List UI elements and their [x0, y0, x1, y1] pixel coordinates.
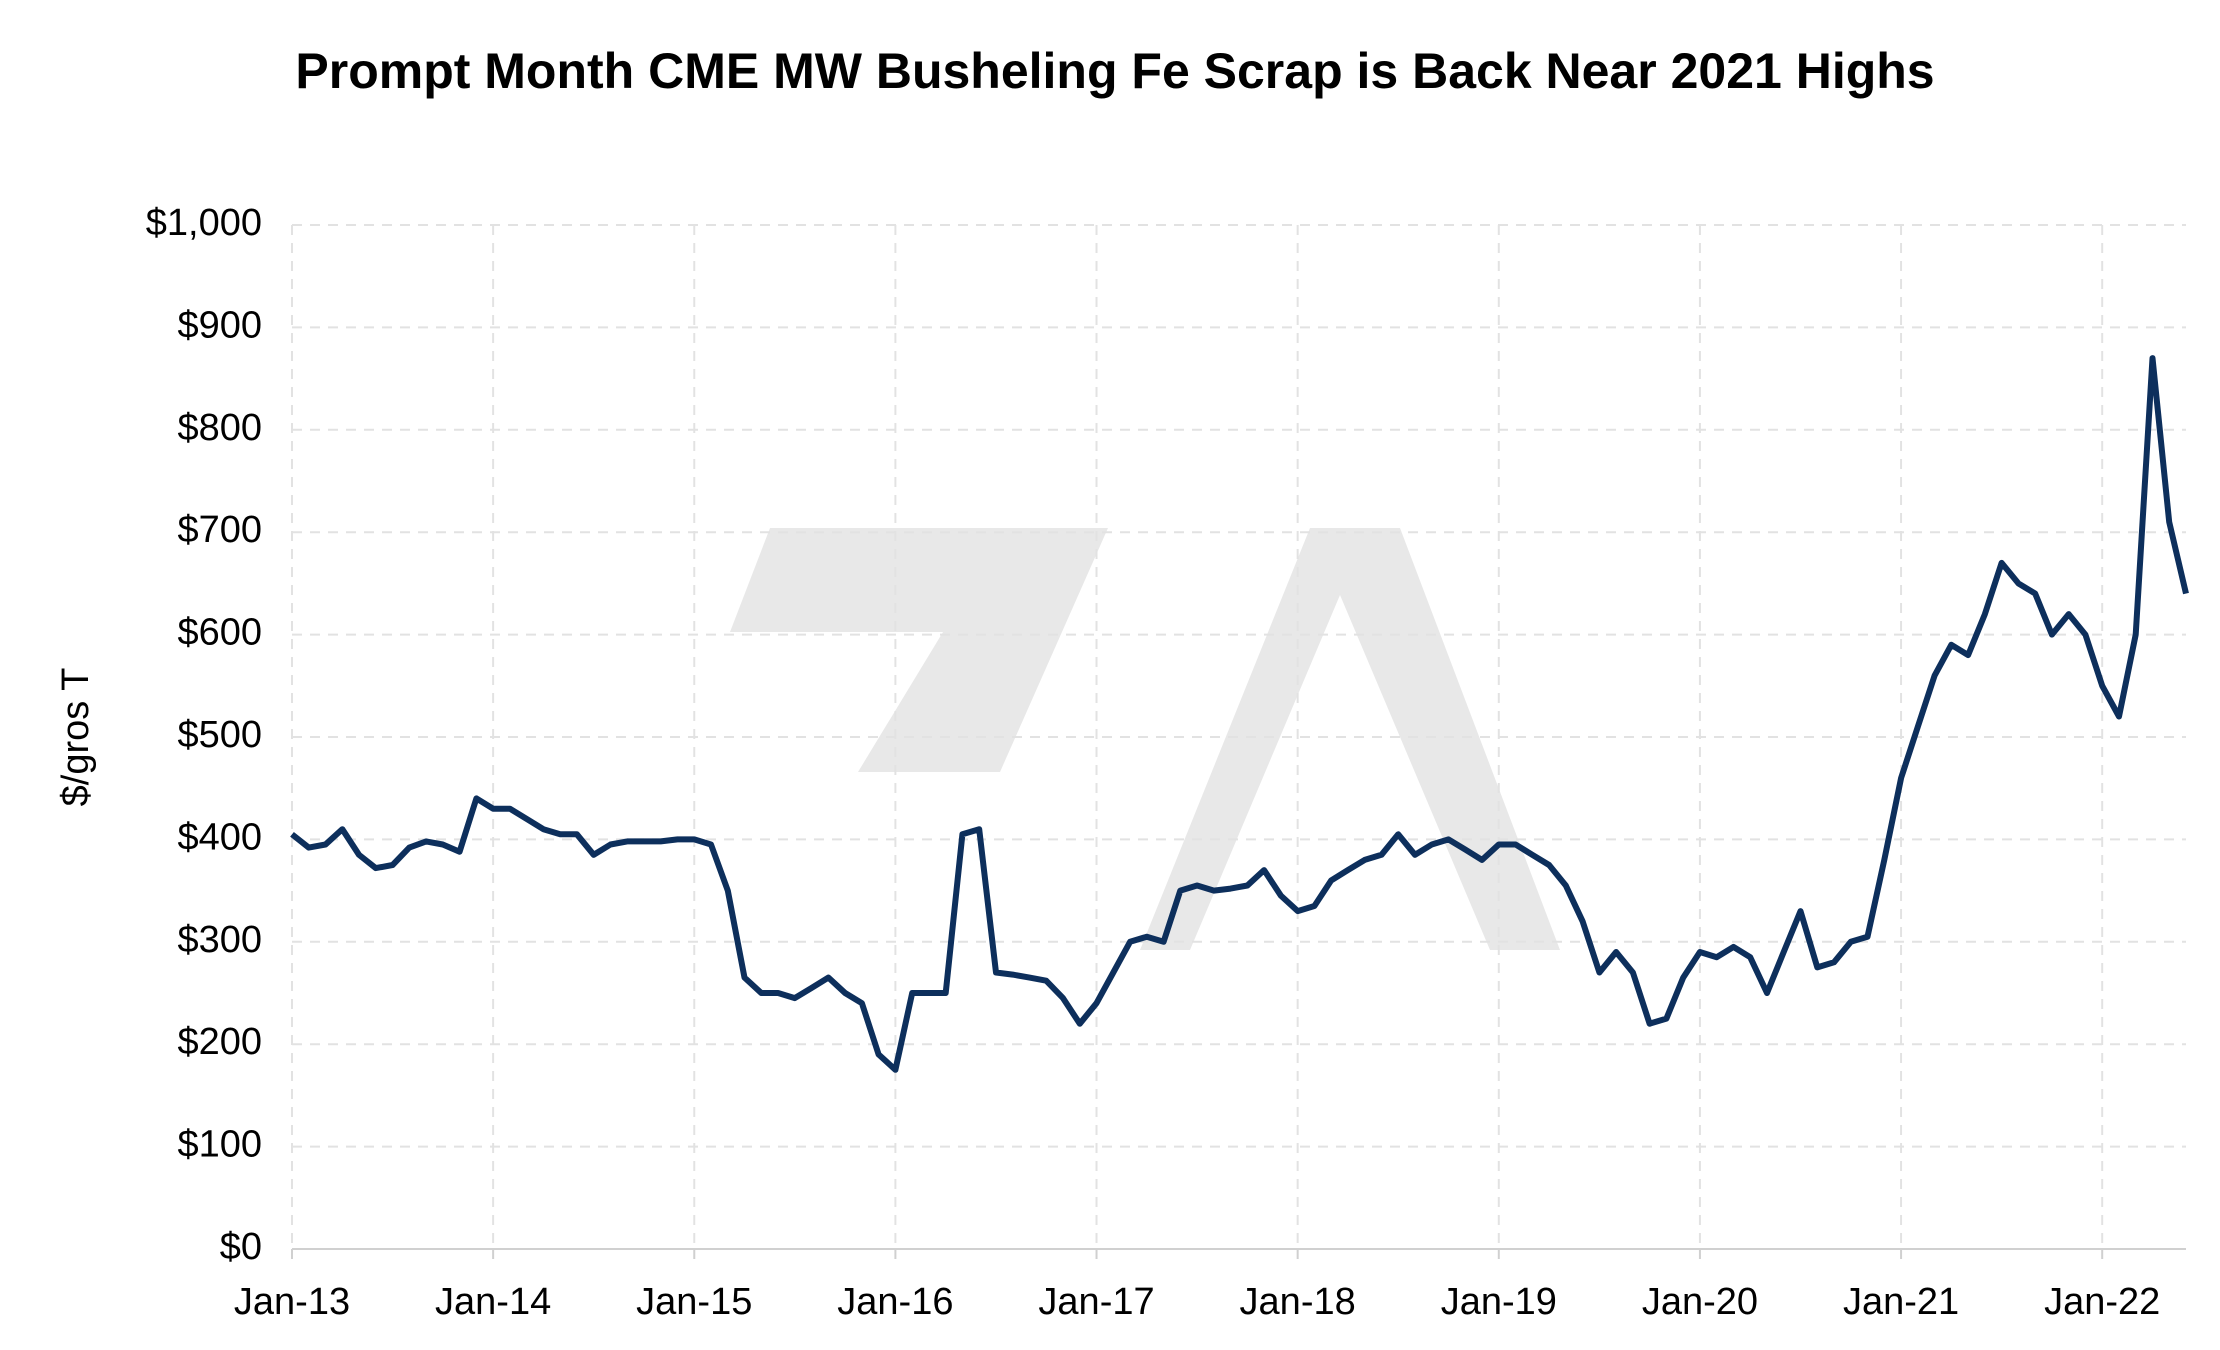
- line-series: [290, 355, 2189, 1073]
- y-tick-label: $900: [177, 304, 262, 346]
- x-tick-label: Jan-13: [234, 1281, 350, 1323]
- x-tick-label: Jan-17: [1038, 1281, 1154, 1323]
- y-tick-label: $600: [177, 612, 262, 654]
- y-tick-label: $300: [177, 919, 262, 961]
- y-tick-label: $100: [177, 1124, 262, 1166]
- y-tick-label: $200: [177, 1021, 262, 1063]
- x-tick-label: Jan-18: [1240, 1281, 1356, 1323]
- y-tick-label: $700: [177, 509, 262, 551]
- watermark: [730, 528, 1560, 950]
- y-tick-label: $500: [177, 714, 262, 756]
- y-tick-label: $0: [220, 1226, 262, 1268]
- x-tick-label: Jan-21: [1843, 1281, 1959, 1323]
- x-tick-label: Jan-20: [1642, 1281, 1758, 1323]
- chart-title: Prompt Month CME MW Busheling Fe Scrap i…: [295, 43, 1935, 99]
- x-tick-label: Jan-15: [636, 1281, 752, 1323]
- x-tick-label: Jan-22: [2044, 1281, 2160, 1323]
- y-axis-label: $/gros T: [55, 668, 97, 807]
- x-tick-label: Jan-14: [435, 1281, 551, 1323]
- x-tick-label: Jan-19: [1441, 1281, 1557, 1323]
- y-tick-label: $1,000: [146, 202, 262, 244]
- y-tick-label: $400: [177, 816, 262, 858]
- x-tick-label: Jan-16: [837, 1281, 953, 1323]
- y-tick-label: $800: [177, 407, 262, 449]
